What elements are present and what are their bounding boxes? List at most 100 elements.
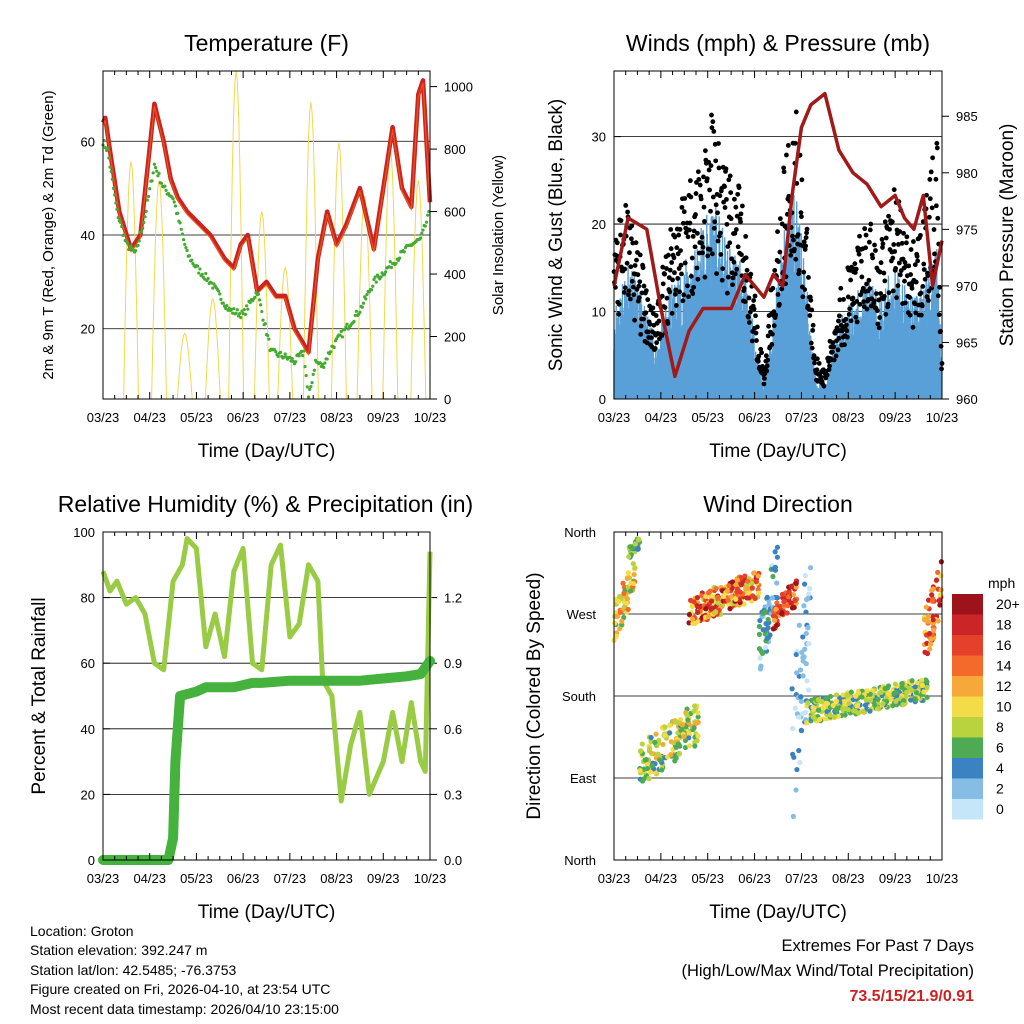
direction-point — [859, 694, 865, 700]
wind-gust-point — [836, 335, 842, 341]
wind-gust-point — [873, 248, 878, 253]
direction-point — [656, 737, 662, 743]
wind-gust-point — [867, 227, 873, 233]
direction-point — [699, 593, 705, 599]
direction-point — [691, 725, 697, 731]
direction-point — [675, 741, 682, 747]
dewpoint-point — [325, 357, 329, 361]
temperature-title: Temperature (F) — [184, 30, 349, 56]
x-tick-label: 09/23 — [367, 410, 400, 425]
direction-point — [746, 590, 752, 596]
wind-gust-point — [870, 255, 876, 261]
wind-gust-point — [772, 268, 778, 273]
wind-gust-point — [714, 271, 720, 276]
temperature-y2label: Solar Insolation (Yellow) — [490, 155, 507, 315]
wind-gust-point — [866, 277, 872, 283]
direction-point — [938, 559, 944, 565]
direction-point — [770, 566, 777, 572]
wind-gust-point — [864, 281, 869, 287]
direction-point — [686, 743, 693, 749]
wind-gust-point — [919, 303, 925, 309]
y-tick-label: South — [562, 689, 596, 704]
direction-point — [727, 606, 733, 612]
winds-xlabel: Time (Day/UTC) — [709, 441, 847, 462]
direction-point — [923, 604, 929, 610]
solar-peak — [151, 180, 167, 400]
direction-point — [713, 586, 719, 592]
wind-gust-point — [710, 251, 715, 257]
dewpoint-point — [236, 314, 241, 318]
y2-tick-label: 1000 — [444, 80, 473, 95]
direction-point — [724, 588, 731, 594]
direction-point — [930, 586, 936, 592]
wind-gust-point — [931, 227, 937, 232]
wind-gust-point — [763, 353, 769, 359]
dewpoint-point — [218, 292, 222, 296]
wind-gust-point — [653, 313, 659, 318]
direction-point — [908, 687, 914, 693]
dewpoint-point — [107, 156, 111, 160]
legend-title: mph — [988, 575, 1015, 591]
wind-gust-point — [660, 264, 666, 270]
wind-gust-point — [744, 267, 750, 273]
x-tick-label: 07/23 — [785, 410, 818, 425]
x-tick-label: 06/23 — [738, 410, 771, 425]
wind-gust-point — [671, 255, 677, 261]
wind-gust-point — [854, 298, 860, 304]
wind-gust-point — [804, 226, 810, 232]
x-tick-label: 03/23 — [598, 410, 631, 425]
direction-point — [922, 649, 928, 655]
wind-gust-point — [728, 216, 734, 222]
direction-point — [689, 603, 695, 610]
wind-gust-point — [880, 241, 886, 247]
wind-gust-point — [799, 214, 804, 220]
dewpoint-point — [424, 220, 429, 224]
dewpoint-point — [322, 365, 326, 370]
dewpoint-point — [139, 229, 144, 234]
wind-gust-point — [654, 340, 660, 346]
wind-gust-point — [885, 301, 891, 307]
x-tick-label: 09/23 — [879, 410, 912, 425]
direction-point — [764, 635, 770, 641]
direction-point — [833, 692, 840, 698]
dewpoint-point — [343, 327, 347, 332]
direction-point — [900, 698, 907, 704]
dewpoint-point — [310, 381, 314, 385]
wind-gust-point — [896, 260, 902, 266]
direction-point — [936, 597, 942, 604]
direction-point — [632, 565, 638, 571]
wind-gust-point — [680, 298, 686, 304]
wind-gust-point — [845, 294, 851, 300]
dewpoint-point — [294, 360, 298, 364]
dewpoint-point — [423, 224, 427, 228]
precip-line — [98, 656, 435, 865]
wind-gust-point — [700, 250, 705, 256]
wind-gust-point — [802, 247, 808, 252]
wind-gust-point — [793, 109, 799, 115]
direction-point — [801, 603, 807, 609]
dewpoint-point — [364, 297, 368, 301]
direction-point — [709, 593, 715, 599]
wind-gust-point — [874, 291, 879, 297]
wind-gust-point — [786, 193, 792, 199]
wind-gust-point — [848, 318, 854, 324]
dewpoint-point — [108, 165, 112, 169]
direction-point — [681, 734, 687, 740]
direction-point — [924, 678, 930, 685]
wind-gust-point — [779, 286, 785, 292]
wind-gust-point — [857, 233, 862, 239]
wind-gust-point — [739, 252, 744, 258]
direction-point — [675, 720, 681, 726]
wind-gust-point — [877, 269, 883, 275]
wind-gust-point — [683, 230, 689, 236]
wind-gust-point — [933, 176, 939, 182]
direction-point — [804, 678, 810, 684]
dewpoint-point — [340, 335, 345, 339]
temperature-xlabel: Time (Day/UTC) — [198, 441, 336, 462]
direction-point — [628, 588, 634, 594]
direction-point — [803, 609, 809, 615]
wind-gust-point — [863, 245, 869, 251]
wind-gust-point — [680, 220, 686, 226]
x-tick-label: 06/23 — [738, 871, 771, 886]
dewpoint-point — [370, 288, 374, 292]
